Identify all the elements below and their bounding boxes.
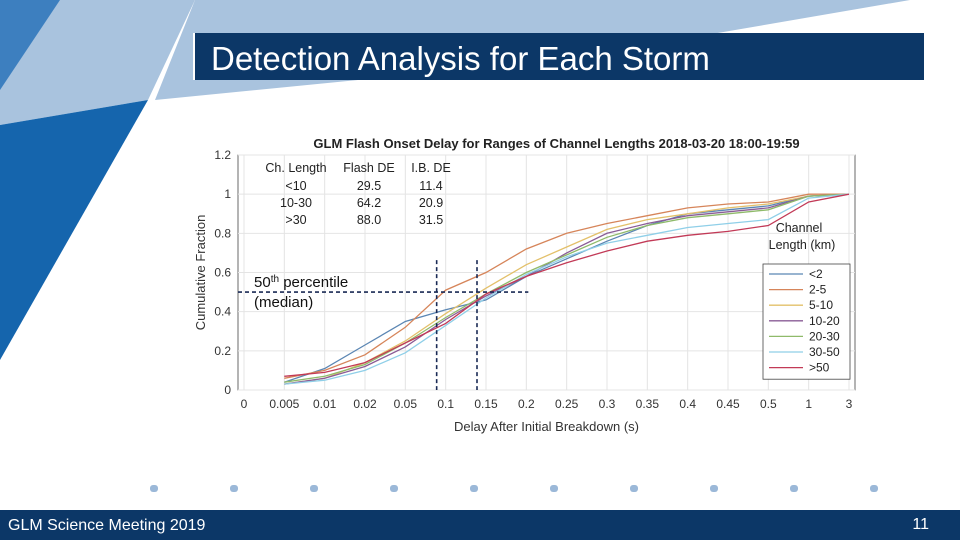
bg-shape-light bbox=[0, 0, 195, 125]
x-tick-label: 0.01 bbox=[313, 397, 337, 411]
chart-title: GLM Flash Onset Delay for Ranges of Chan… bbox=[313, 136, 799, 151]
slide-title: Detection Analysis for Each Storm bbox=[211, 40, 710, 77]
y-tick-label: 0.8 bbox=[214, 226, 231, 240]
x-tick-label: 0.1 bbox=[437, 397, 454, 411]
dot-decoration bbox=[870, 485, 878, 492]
y-tick-label: 0 bbox=[224, 383, 231, 397]
dot-decoration bbox=[150, 485, 158, 492]
x-tick-label: 0.15 bbox=[474, 397, 498, 411]
legend-label: 30-50 bbox=[809, 345, 840, 359]
x-tick-label: 0.25 bbox=[555, 397, 579, 411]
series-line bbox=[284, 193, 850, 377]
table-cell: 10-30 bbox=[280, 196, 312, 210]
table-header: Flash DE bbox=[343, 161, 394, 175]
x-tick-label: 0.2 bbox=[518, 397, 535, 411]
x-axis-label: Delay After Initial Breakdown (s) bbox=[454, 419, 639, 434]
table-cell: 11.4 bbox=[419, 179, 442, 193]
legend-label: 20-30 bbox=[809, 329, 840, 343]
title-bar: Detection Analysis for Each Storm bbox=[193, 33, 924, 80]
dot-decoration bbox=[630, 485, 638, 492]
bg-shape-mid bbox=[0, 100, 148, 360]
y-tick-label: 1 bbox=[224, 187, 231, 201]
y-tick-label: 0.2 bbox=[214, 344, 231, 358]
table-cell: 20.9 bbox=[419, 196, 443, 210]
legend-label: >50 bbox=[809, 361, 830, 375]
y-tick-label: 0.4 bbox=[214, 305, 231, 319]
dot-decoration bbox=[310, 485, 318, 492]
footer-text: GLM Science Meeting 2019 bbox=[8, 517, 206, 534]
series-line bbox=[284, 193, 850, 383]
annotation-text: (median) bbox=[254, 294, 313, 311]
x-tick-label: 0.05 bbox=[394, 397, 418, 411]
legend-box bbox=[762, 263, 851, 380]
x-tick-label: 0.45 bbox=[716, 397, 740, 411]
series-line bbox=[284, 193, 850, 385]
table-cell: 29.5 bbox=[357, 179, 381, 193]
legend-title: Channel bbox=[776, 221, 823, 235]
table-cell: <10 bbox=[285, 179, 306, 193]
x-tick-label: 0 bbox=[241, 397, 248, 411]
dot-decoration bbox=[390, 485, 398, 492]
dot-decoration bbox=[470, 485, 478, 492]
x-tick-label: 0.005 bbox=[269, 397, 299, 411]
table-cell: 31.5 bbox=[419, 213, 443, 227]
annotation-text: 50th percentile bbox=[254, 274, 348, 291]
series-line bbox=[284, 193, 850, 383]
footer-bar: GLM Science Meeting 2019 11 bbox=[0, 510, 960, 540]
x-tick-label: 0.02 bbox=[353, 397, 377, 411]
y-tick-label: 1.2 bbox=[214, 148, 231, 162]
x-tick-label: 0.3 bbox=[599, 397, 616, 411]
legend-label: 5-10 bbox=[809, 298, 833, 312]
y-axis-label: Cumulative Fraction bbox=[193, 215, 208, 331]
x-tick-label: 3 bbox=[846, 397, 853, 411]
table-cell: 88.0 bbox=[357, 213, 381, 227]
table-cell: 64.2 bbox=[357, 196, 381, 210]
bg-shape-blue bbox=[0, 0, 60, 90]
legend-label: 10-20 bbox=[809, 314, 840, 328]
chart: 0 0.2 0.4 0.6 0.8 1 1.2 0 0.005 0.01 0.02 0.05 0.1 0.… bbox=[193, 136, 856, 434]
table-cell: >30 bbox=[285, 213, 306, 227]
x-tick-label: 1 bbox=[805, 397, 812, 411]
dot-decoration bbox=[790, 485, 798, 492]
x-tick-label: 0.5 bbox=[760, 397, 777, 411]
x-tick-label: 0.35 bbox=[636, 397, 660, 411]
dot-decoration bbox=[550, 485, 558, 492]
legend-label: <2 bbox=[809, 267, 823, 281]
legend-title: Length (km) bbox=[769, 238, 836, 252]
series-line bbox=[284, 193, 850, 385]
series-line bbox=[284, 193, 849, 379]
dot-decoration bbox=[710, 485, 718, 492]
page-number: 11 bbox=[912, 516, 929, 533]
legend-label: 2-5 bbox=[809, 283, 827, 297]
table-header: Ch. Length bbox=[265, 161, 326, 175]
y-tick-label: 0.6 bbox=[214, 266, 231, 280]
x-tick-label: 0.4 bbox=[679, 397, 696, 411]
dot-decoration bbox=[230, 485, 238, 492]
table-header: I.B. DE bbox=[411, 161, 451, 175]
